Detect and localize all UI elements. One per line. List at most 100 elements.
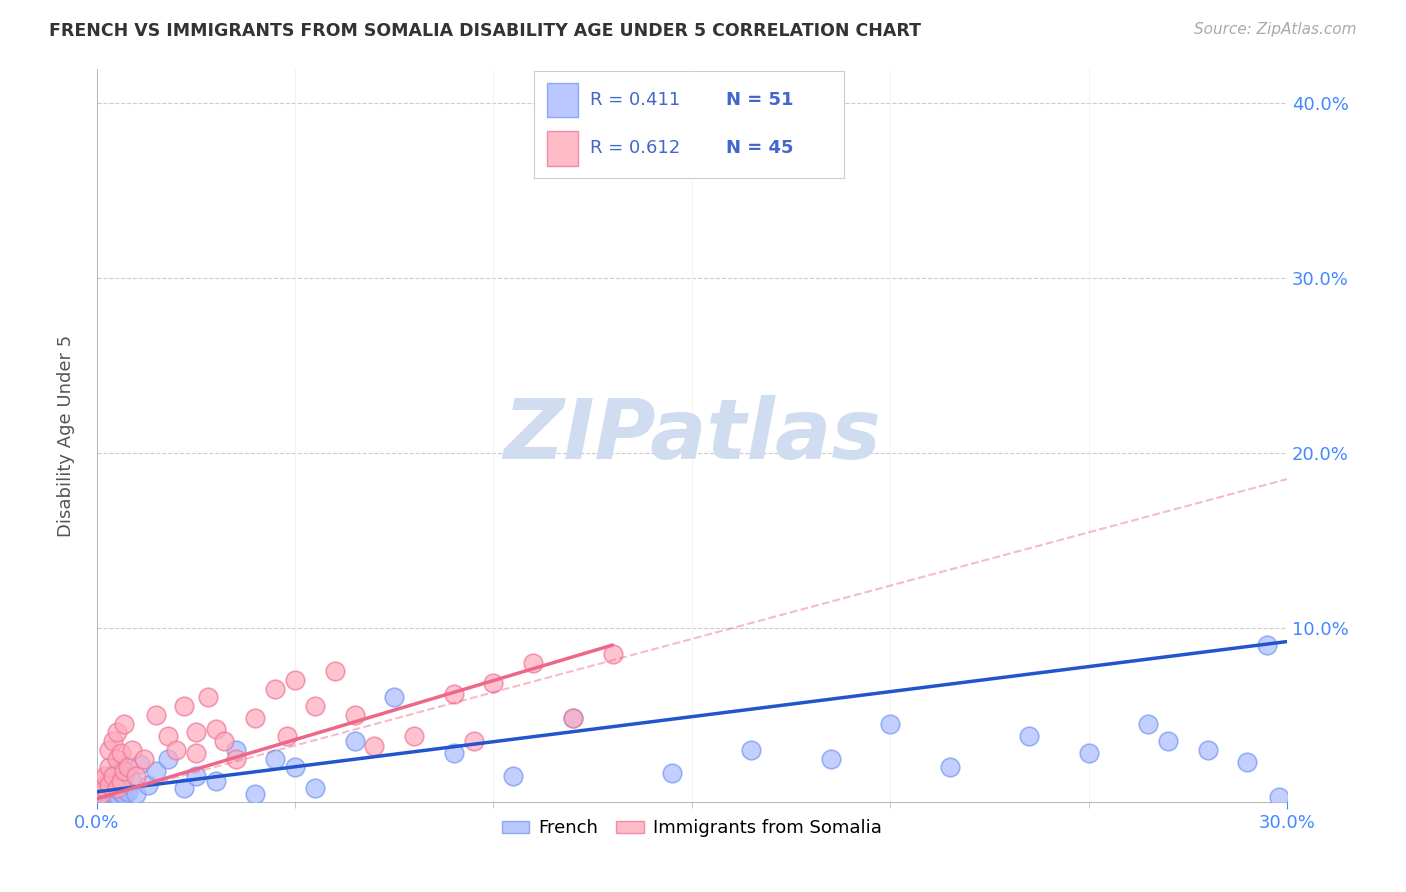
Point [173, 781, 195, 796]
Point [114, 764, 136, 778]
Point [304, 699, 326, 714]
Point [97, 790, 120, 805]
Point [304, 781, 326, 796]
Point [97, 778, 120, 792]
Point [129, 756, 152, 771]
Point [101, 734, 124, 748]
Text: R = 0.612: R = 0.612 [591, 139, 681, 157]
Point [820, 751, 842, 765]
Point [463, 734, 485, 748]
Point [110, 774, 132, 789]
Point [90, 785, 112, 799]
Point [93, 778, 115, 792]
Point [197, 690, 219, 705]
Point [114, 769, 136, 783]
Text: FRENCH VS IMMIGRANTS FROM SOMALIA DISABILITY AGE UNDER 5 CORRELATION CHART: FRENCH VS IMMIGRANTS FROM SOMALIA DISABI… [49, 22, 921, 40]
Point [90, 790, 112, 805]
Point [93, 769, 115, 783]
Point [105, 781, 128, 796]
Point [363, 739, 385, 754]
Point [382, 690, 405, 705]
Point [125, 769, 148, 783]
Point [110, 760, 132, 774]
Point [105, 789, 128, 803]
Point [225, 751, 247, 765]
Point [184, 747, 207, 761]
Point [93, 789, 115, 803]
Point [323, 665, 346, 679]
Point [97, 760, 120, 774]
Point [157, 729, 180, 743]
Point [212, 734, 235, 748]
Point [136, 778, 159, 792]
Point [404, 729, 426, 743]
Point [145, 764, 167, 778]
Point [1197, 743, 1219, 757]
Text: R = 0.411: R = 0.411 [591, 91, 681, 109]
Point [110, 747, 132, 761]
Point [1018, 729, 1040, 743]
Point [522, 656, 544, 670]
Point [97, 743, 120, 757]
Point [939, 760, 962, 774]
Point [184, 725, 207, 739]
Point [264, 681, 287, 696]
Point [264, 751, 287, 765]
Point [145, 707, 167, 722]
Point [443, 747, 465, 761]
Text: ZIPatlas: ZIPatlas [503, 395, 880, 476]
Point [121, 743, 143, 757]
Point [101, 769, 124, 783]
Point [740, 743, 762, 757]
Point [105, 725, 128, 739]
Point [225, 743, 247, 757]
Point [1137, 716, 1160, 731]
Point [173, 699, 195, 714]
Point [90, 787, 112, 801]
Point [443, 687, 465, 701]
Point [502, 769, 524, 783]
Point [204, 774, 226, 789]
Point [110, 785, 132, 799]
Point [125, 787, 148, 801]
Point [661, 765, 683, 780]
Point [117, 760, 139, 774]
Point [482, 676, 505, 690]
Y-axis label: Disability Age Under 5: Disability Age Under 5 [58, 334, 75, 536]
Text: Source: ZipAtlas.com: Source: ZipAtlas.com [1194, 22, 1357, 37]
Point [343, 707, 366, 722]
Point [157, 751, 180, 765]
Text: N = 51: N = 51 [725, 91, 793, 109]
Point [101, 787, 124, 801]
Point [93, 781, 115, 796]
Point [101, 769, 124, 783]
Point [105, 764, 128, 778]
Point [105, 781, 128, 796]
Point [602, 647, 624, 661]
Point [561, 711, 583, 725]
Point [1077, 747, 1099, 761]
Point [165, 743, 187, 757]
Point [97, 774, 120, 789]
FancyBboxPatch shape [547, 131, 578, 166]
Legend: French, Immigrants from Somalia: French, Immigrants from Somalia [495, 812, 889, 845]
Text: N = 45: N = 45 [725, 139, 793, 157]
Point [114, 716, 136, 731]
Point [97, 781, 120, 796]
Point [245, 711, 267, 725]
Point [1268, 790, 1291, 805]
Point [245, 787, 267, 801]
Point [114, 789, 136, 803]
Point [117, 785, 139, 799]
Point [90, 774, 112, 789]
Point [561, 711, 583, 725]
Point [184, 769, 207, 783]
Point [105, 751, 128, 765]
Point [1157, 734, 1180, 748]
Point [276, 729, 298, 743]
Point [1256, 638, 1278, 652]
Point [343, 734, 366, 748]
Point [284, 673, 307, 687]
FancyBboxPatch shape [547, 83, 578, 118]
Point [284, 760, 307, 774]
